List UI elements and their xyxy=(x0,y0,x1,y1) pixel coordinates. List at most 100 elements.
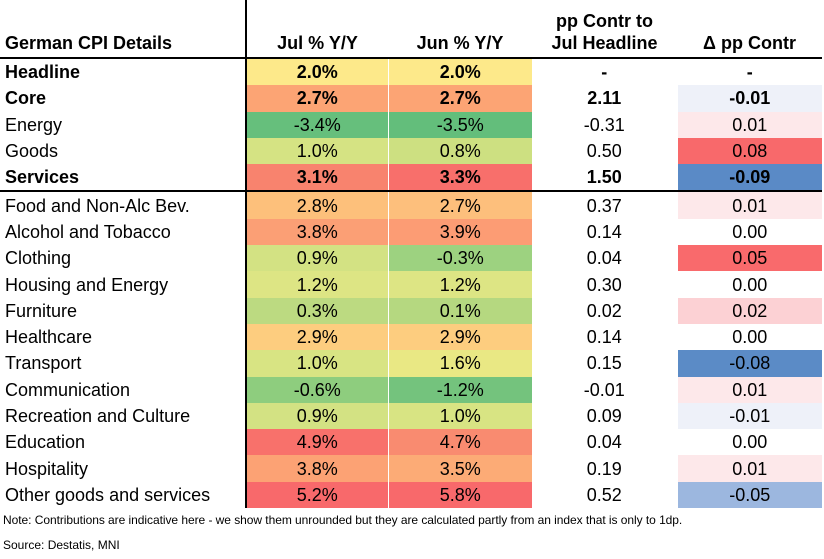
contribution-cell: 0.02 xyxy=(586,300,622,321)
contribution-cell: -0.31 xyxy=(583,114,625,135)
table-row: Furniture 0.3% 0.1% 0.02 0.02 xyxy=(0,297,822,324)
jun-value-cell: 3.9% xyxy=(387,218,532,246)
table-row: Communication -0.6% -1.2% -0.01 0.01 xyxy=(0,376,822,403)
jul-value-cell: 5.2% xyxy=(245,481,388,509)
contribution-cell: 0.50 xyxy=(586,141,622,162)
delta-contribution-cell: -0.01 xyxy=(676,85,822,112)
row-label: Housing and Energy xyxy=(0,271,247,298)
delta-contribution-cell: -0.08 xyxy=(676,350,822,377)
contribution-cell: 0.19 xyxy=(586,458,622,479)
contribution-cell: 0.14 xyxy=(586,221,622,242)
header-delta: Δ pp Contr xyxy=(677,0,822,59)
jul-value-cell: 0.9% xyxy=(245,402,388,430)
jul-value-cell: 0.9% xyxy=(245,245,388,272)
row-label: Alcohol and Tobacco xyxy=(0,218,247,246)
row-label: Furniture xyxy=(0,297,247,324)
row-label: Healthcare xyxy=(0,323,247,351)
contribution-cell: 2.11 xyxy=(587,88,622,109)
jun-value-cell: 2.7% xyxy=(387,85,532,112)
jul-value-cell: -0.6% xyxy=(245,376,388,403)
jun-value-cell: 2.9% xyxy=(387,323,532,351)
row-label: Goods xyxy=(0,137,247,165)
jul-value-cell: 3.1% xyxy=(245,164,388,193)
jun-value-cell: -3.5% xyxy=(387,111,532,138)
contribution-cell: - xyxy=(601,62,608,83)
table-body: Headline 2.0% 2.0% - - Core 2.7% 2.7% 2.11 -0.01 E… xyxy=(0,58,822,509)
contribution-cell: -0.01 xyxy=(583,379,625,400)
delta-contribution-cell: 0.00 xyxy=(676,323,822,351)
table-row: Clothing 0.9% -0.3% 0.04 0.05 xyxy=(0,245,822,272)
contribution-cell: 0.30 xyxy=(586,274,622,295)
jun-value-cell: 1.2% xyxy=(387,271,532,298)
delta-contribution-cell: 0.01 xyxy=(676,376,822,403)
delta-contribution-cell: -0.05 xyxy=(676,481,822,509)
table-row: Other goods and services 5.2% 5.8% 0.52 -0.0… xyxy=(0,481,822,509)
row-label: Other goods and services xyxy=(0,481,247,509)
row-label: Transport xyxy=(0,350,247,377)
jul-value-cell: 2.0% xyxy=(245,58,388,86)
row-label: Recreation and Culture xyxy=(0,402,247,430)
delta-contribution-cell: -0.01 xyxy=(676,402,822,430)
contribution-cell: 0.52 xyxy=(586,484,622,505)
table-row: Energy -3.4% -3.5% -0.31 0.01 xyxy=(0,111,822,138)
delta-contribution-cell: 0.00 xyxy=(676,218,822,246)
jun-value-cell: 4.7% xyxy=(387,429,532,456)
contribution-cell: 0.09 xyxy=(586,406,622,426)
table-row: Core 2.7% 2.7% 2.11 -0.01 xyxy=(0,85,822,112)
table-row: Goods 1.0% 0.8% 0.50 0.08 xyxy=(0,137,822,165)
contribution-cell: 1.50 xyxy=(532,164,677,193)
row-label: Energy xyxy=(0,111,247,138)
footnote-note: Note: Contributions are indicative here … xyxy=(3,513,683,527)
jun-value-cell: 5.8% xyxy=(387,481,532,509)
jul-value-cell: 2.8% xyxy=(245,191,388,219)
jul-value-cell: 3.8% xyxy=(245,218,388,246)
footnote-source: Source: Destatis, MNI xyxy=(3,538,120,552)
jul-value-cell: -3.4% xyxy=(245,111,388,138)
contribution-cell: 0.15 xyxy=(586,353,622,374)
row-label: Core xyxy=(0,85,247,112)
delta-contribution-cell: -0.09 xyxy=(676,164,822,193)
jun-value-cell: 3.3% xyxy=(387,164,532,193)
contribution-cell: 0.14 xyxy=(586,327,622,348)
delta-contribution-cell: 0.00 xyxy=(676,429,822,456)
jul-value-cell: 0.3% xyxy=(245,297,388,324)
cpi-details-table: German CPI Details Jul % Y/Y Jun % Y/Y p… xyxy=(0,0,822,509)
table-row: Alcohol and Tobacco 3.8% 3.9% 0.14 0.00 xyxy=(0,218,822,246)
table-row: Education 4.9% 4.7% 0.04 0.00 xyxy=(0,429,822,456)
jun-value-cell: 1.6% xyxy=(387,350,532,377)
row-label: Education xyxy=(0,429,247,456)
table-row: Healthcare 2.9% 2.9% 0.14 0.00 xyxy=(0,323,822,351)
jul-value-cell: 2.7% xyxy=(245,85,388,112)
contribution-cell: 0.37 xyxy=(586,195,622,216)
delta-contribution-cell: - xyxy=(676,58,822,86)
delta-contribution-cell: 0.08 xyxy=(676,137,822,165)
row-label: Headline xyxy=(0,58,247,86)
table-row: Food and Non-Alc Bev. 2.8% 2.7% 0.37 0.01 xyxy=(0,191,822,219)
delta-contribution-cell: 0.05 xyxy=(676,245,822,272)
contribution-cell: 0.04 xyxy=(586,248,622,269)
jun-value-cell: -0.3% xyxy=(387,245,532,272)
header-contribution: pp Contr to Jul Headline xyxy=(532,0,677,59)
row-label: Communication xyxy=(0,376,247,403)
table-row: Transport 1.0% 1.6% 0.15 -0.08 xyxy=(0,350,822,377)
header-jul: Jul % Y/Y xyxy=(246,0,388,59)
table-row: Housing and Energy 1.2% 1.2% 0.30 0.00 xyxy=(0,271,822,298)
header-label: German CPI Details xyxy=(0,0,247,59)
jun-value-cell: 2.0% xyxy=(387,58,532,86)
jun-value-cell: 0.1% xyxy=(387,297,532,324)
jun-value-cell: 0.8% xyxy=(387,137,532,165)
contribution-cell: 0.04 xyxy=(586,432,622,453)
delta-contribution-cell: 0.01 xyxy=(676,455,822,482)
delta-contribution-cell: 0.00 xyxy=(676,271,822,298)
jul-value-cell: 1.2% xyxy=(245,271,388,298)
table-row: Services 3.1% 3.3% 1.50 -0.09 xyxy=(0,164,822,193)
delta-contribution-cell: 0.01 xyxy=(676,191,822,219)
delta-contribution-cell: 0.02 xyxy=(676,297,822,324)
table-row: Hospitality 3.8% 3.5% 0.19 0.01 xyxy=(0,455,822,482)
row-label: Food and Non-Alc Bev. xyxy=(0,191,247,219)
row-label: Services xyxy=(0,164,247,193)
jul-value-cell: 2.9% xyxy=(245,323,388,351)
delta-contribution-cell: 0.01 xyxy=(676,111,822,138)
jul-value-cell: 4.9% xyxy=(245,429,388,456)
header-contribution-line2: Jul Headline xyxy=(551,33,658,53)
